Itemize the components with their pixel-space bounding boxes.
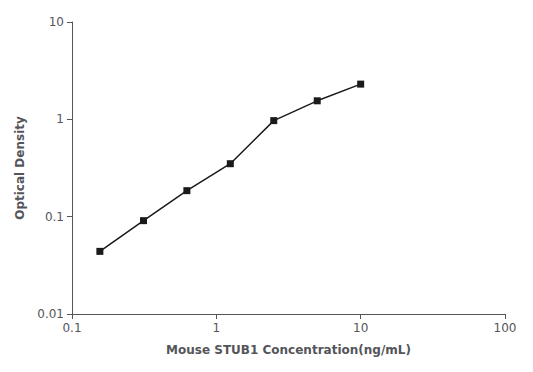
svg-text:10: 10 [353,321,368,335]
svg-text:0.01: 0.01 [37,307,64,321]
svg-text:0.1: 0.1 [45,210,64,224]
svg-text:1: 1 [56,112,64,126]
svg-text:1: 1 [213,321,221,335]
svg-text:100: 100 [494,321,517,335]
svg-text:Mouse STUB1 Concentration(ng/m: Mouse STUB1 Concentration(ng/mL) [166,343,411,357]
svg-text:10: 10 [49,15,64,29]
svg-text:Optical Density: Optical Density [13,116,27,220]
svg-text:0.1: 0.1 [62,321,81,335]
